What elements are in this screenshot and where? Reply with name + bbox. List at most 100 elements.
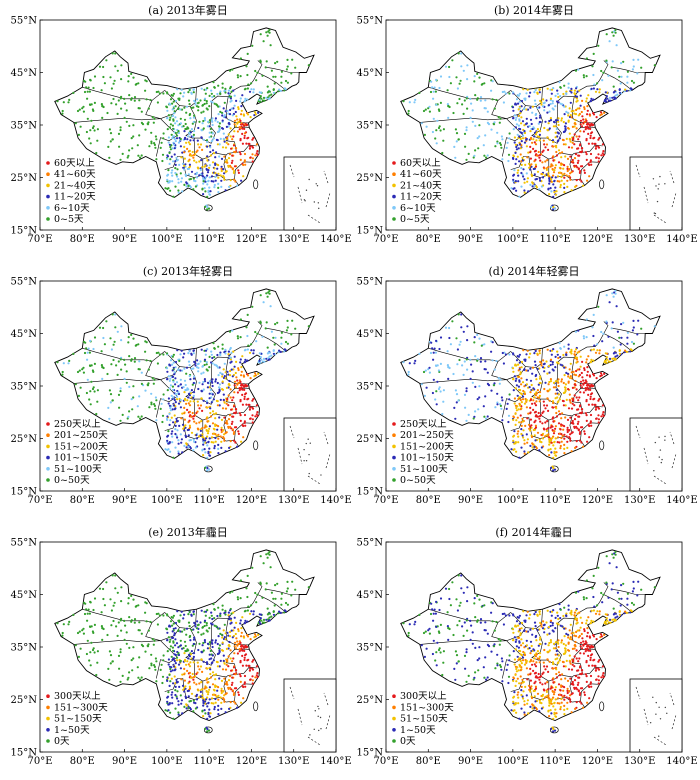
station-dot (493, 368, 496, 371)
station-dot (204, 205, 207, 208)
station-dot (220, 701, 223, 704)
station-dot (155, 612, 158, 616)
station-dot (195, 366, 199, 369)
station-dot (189, 661, 192, 664)
panel-title: (d) 2014年轻雾日 (488, 264, 579, 278)
station-dot (558, 603, 561, 606)
station-dot (551, 368, 554, 371)
station-dot (259, 59, 262, 62)
station-dot (519, 147, 522, 150)
legend-label: 6~10天 (54, 203, 90, 214)
station-dot (196, 139, 199, 142)
station-dot (290, 72, 293, 75)
station-dot (211, 149, 215, 152)
station-dot (174, 122, 177, 125)
station-dot (180, 88, 183, 91)
station-dot (536, 389, 540, 392)
x-tick-label: 130°E (278, 234, 309, 245)
station-dot (195, 627, 199, 630)
station-dot (554, 136, 557, 139)
y-tick-label: 15°N (11, 226, 38, 237)
legend-marker (46, 728, 50, 732)
station-dot (177, 700, 180, 703)
station-dot (138, 395, 141, 398)
station-dot (132, 396, 135, 399)
station-dot (192, 156, 195, 159)
station-dot (214, 639, 217, 642)
station-dot (118, 406, 121, 409)
station-dot (294, 327, 297, 330)
station-dot (583, 367, 586, 370)
station-dot (250, 349, 253, 352)
legend-label: 41~60天 (400, 169, 442, 180)
station-dot (131, 669, 134, 672)
station-dot (577, 399, 580, 402)
taiwan-island (253, 701, 259, 712)
station-dot (574, 414, 578, 417)
station-dot (534, 88, 537, 92)
station-dot (231, 138, 234, 141)
station-dot (219, 353, 222, 356)
station-dot (133, 618, 137, 621)
station-dot (286, 587, 289, 590)
station-dot (206, 381, 210, 384)
station-dot (258, 620, 261, 624)
station-dot (224, 613, 227, 616)
station-dot (77, 394, 80, 397)
station-dot (190, 692, 194, 695)
station-dot (127, 336, 130, 339)
station-dot (171, 616, 174, 619)
station-dot (569, 677, 572, 680)
station-dot (592, 98, 595, 101)
station-dot (115, 625, 118, 628)
station-dot (196, 624, 199, 627)
station-dot (582, 130, 586, 133)
station-dot (577, 329, 580, 332)
station-dot (558, 152, 562, 155)
station-dot (241, 123, 244, 126)
station-dot (173, 634, 176, 637)
station-dot (542, 149, 545, 152)
station-dot (256, 675, 259, 679)
station-dot (517, 94, 521, 97)
station-dot (523, 439, 526, 442)
station-dot (206, 681, 209, 684)
station-dot (164, 187, 167, 190)
station-dot (245, 587, 248, 590)
station-dot (521, 159, 525, 162)
station-dot (471, 109, 474, 112)
station-dot (515, 98, 519, 101)
station-dot (520, 366, 523, 369)
station-dot (601, 79, 604, 82)
inset-island (317, 715, 319, 718)
station-dot (567, 380, 570, 383)
station-dot (430, 341, 433, 344)
province-boundary (234, 422, 254, 441)
station-dot (578, 368, 581, 371)
station-dot (139, 678, 142, 681)
station-dot (255, 674, 258, 677)
station-dot (540, 362, 543, 365)
station-dot (572, 109, 575, 112)
station-dot (605, 33, 608, 36)
station-dot (550, 164, 553, 167)
station-dot (514, 180, 518, 183)
station-dot (224, 450, 227, 453)
station-dot (544, 174, 547, 177)
station-dot (254, 633, 257, 636)
station-dot (113, 79, 116, 82)
station-dot (201, 694, 204, 697)
station-dot (589, 136, 592, 140)
station-dot (210, 92, 213, 95)
station-dot (562, 167, 565, 170)
station-dot (169, 145, 172, 149)
station-dot (587, 142, 591, 145)
station-dot (138, 107, 141, 110)
station-dot (184, 174, 188, 178)
station-dot (589, 100, 592, 103)
station-dot (230, 683, 233, 687)
station-dot (153, 665, 156, 669)
station-dot (243, 649, 246, 653)
station-dot (567, 407, 571, 410)
station-dot (552, 205, 555, 209)
